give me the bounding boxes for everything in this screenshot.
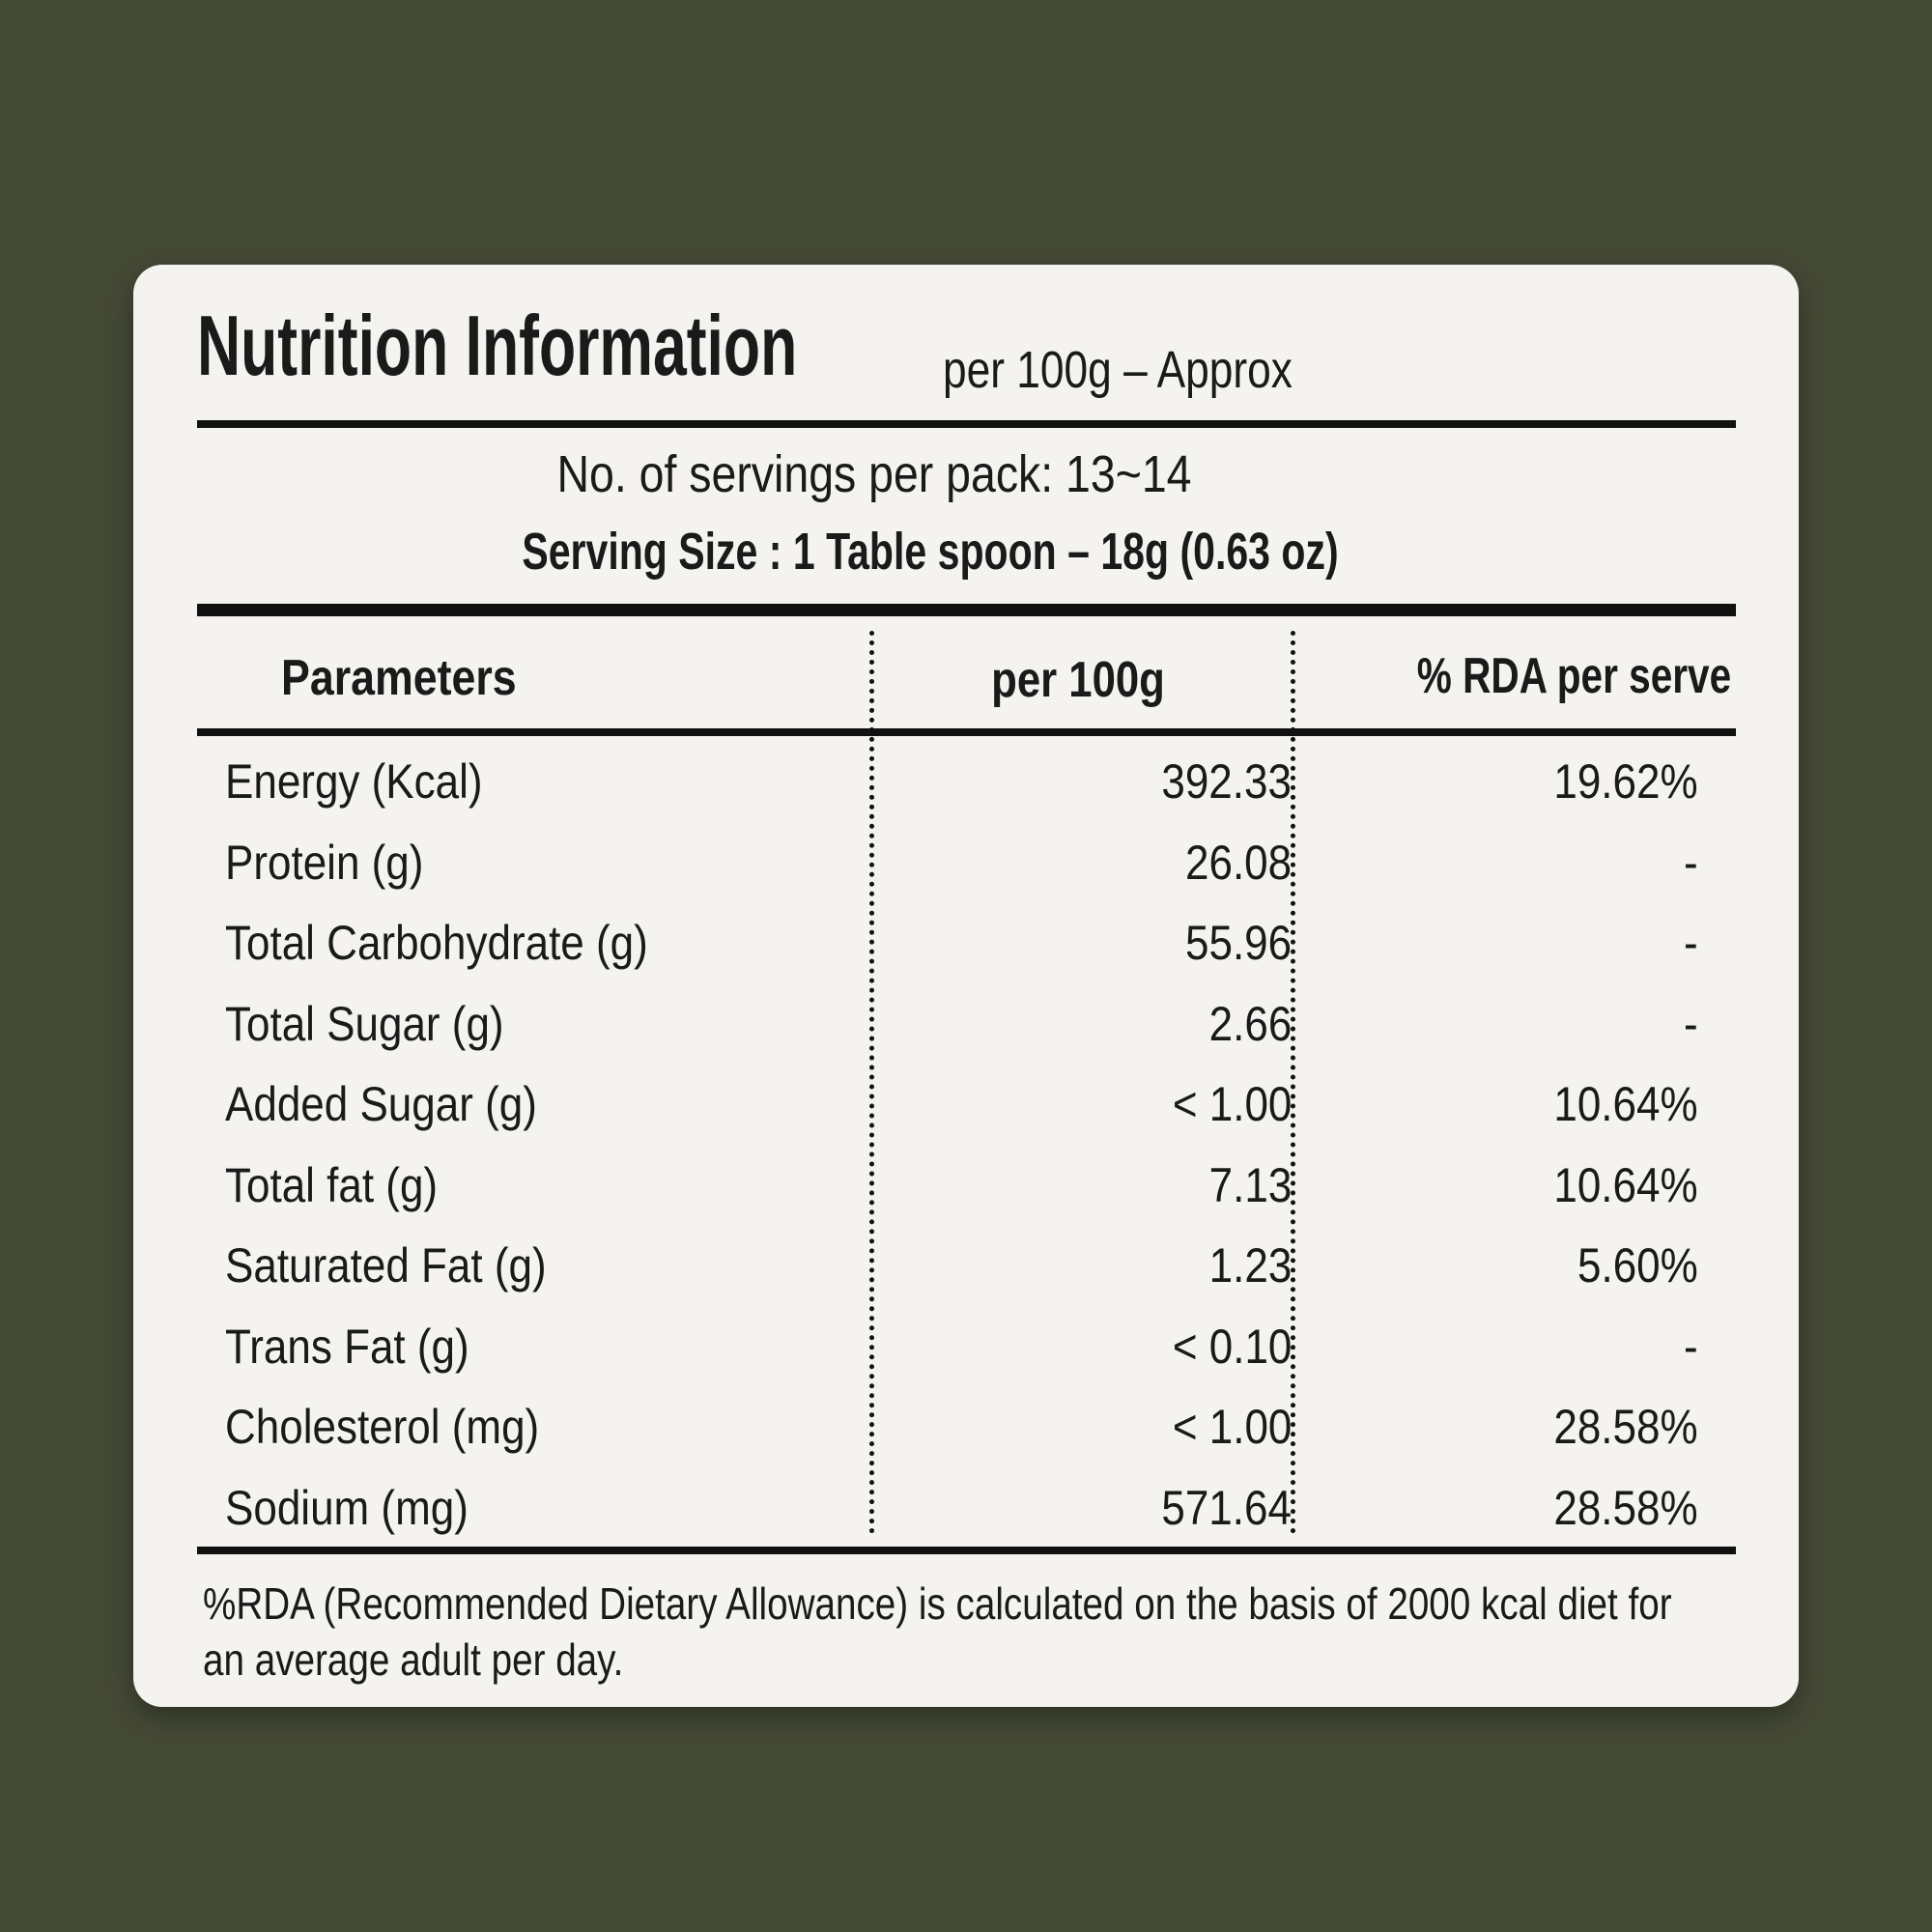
per-100g: 55.96 bbox=[1184, 916, 1292, 970]
per-100g: 392.33 bbox=[1161, 754, 1292, 809]
rule bbox=[197, 420, 1736, 428]
parameter: Energy (Kcal) bbox=[225, 754, 483, 809]
rda-per-serve: 10.64% bbox=[1553, 1077, 1698, 1131]
rda-per-serve: 10.64% bbox=[1553, 1157, 1698, 1212]
rda-per-serve: 28.58% bbox=[1553, 1480, 1698, 1535]
per-100g: 2.66 bbox=[1208, 996, 1292, 1051]
serving-size: Serving Size : 1 Table spoon – 18g (0.63… bbox=[522, 523, 1339, 581]
column-divider bbox=[1291, 631, 1295, 1534]
per-100g: 7.13 bbox=[1208, 1157, 1292, 1212]
column-divider bbox=[869, 631, 874, 1534]
parameter: Total fat (g) bbox=[225, 1157, 439, 1212]
footnote: %RDA (Recommended Dietary Allowance) is … bbox=[203, 1578, 1672, 1685]
parameter: Cholesterol (mg) bbox=[225, 1400, 540, 1454]
rda-per-serve: 28.58% bbox=[1553, 1400, 1698, 1454]
rda-per-serve: - bbox=[1684, 1319, 1698, 1374]
subtitle: per 100g – Approx bbox=[943, 341, 1293, 399]
rda-per-serve: - bbox=[1684, 916, 1698, 970]
per-100g: < 1.00 bbox=[1172, 1077, 1292, 1131]
per-100g: 26.08 bbox=[1184, 835, 1292, 890]
servings: No. of servings per pack: 13~14 bbox=[556, 445, 1192, 503]
rda-per-serve: - bbox=[1684, 996, 1698, 1051]
parameter: Total Carbohydrate (g) bbox=[225, 916, 648, 970]
rda-per-serve: 5.60% bbox=[1577, 1238, 1698, 1293]
rda-per-serve: 19.62% bbox=[1553, 754, 1698, 809]
parameter: Sodium (mg) bbox=[225, 1480, 469, 1535]
rule bbox=[197, 1547, 1736, 1554]
rule bbox=[197, 728, 1736, 736]
parameter: Saturated Fat (g) bbox=[225, 1238, 547, 1293]
parameter: Trans Fat (g) bbox=[225, 1319, 469, 1374]
parameter: Total Sugar (g) bbox=[225, 996, 504, 1051]
rda-per-serve: - bbox=[1684, 835, 1698, 890]
column-header: Parameters bbox=[281, 650, 517, 706]
parameter: Added Sugar (g) bbox=[225, 1077, 537, 1131]
parameter: Protein (g) bbox=[225, 835, 424, 890]
per-100g: < 0.10 bbox=[1172, 1319, 1292, 1374]
per-100g: < 1.00 bbox=[1172, 1400, 1292, 1454]
title: Nutrition Information bbox=[197, 298, 798, 393]
per-100g: 1.23 bbox=[1208, 1238, 1292, 1293]
column-header: per 100g bbox=[991, 652, 1165, 708]
column-header: % RDA per serve bbox=[1416, 648, 1731, 704]
nutrition-card: Nutrition Information per 100g – Approx … bbox=[133, 265, 1799, 1707]
rule bbox=[197, 604, 1736, 616]
per-100g: 571.64 bbox=[1161, 1480, 1292, 1535]
